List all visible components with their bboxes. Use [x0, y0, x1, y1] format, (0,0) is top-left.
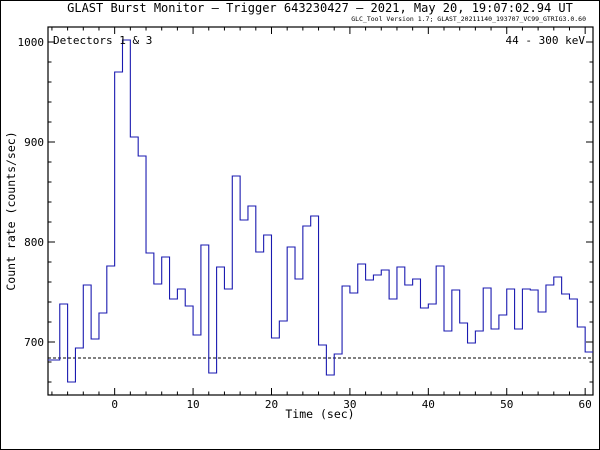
lightcurve-series	[48, 39, 593, 383]
x-tick-label: 0	[111, 398, 118, 411]
x-tick-label: 30	[343, 398, 356, 411]
x-tick-label: 20	[265, 398, 278, 411]
x-tick-label: 40	[422, 398, 435, 411]
y-axis: 700 800 900 1000	[18, 36, 593, 383]
x-axis-label: Time (sec)	[285, 407, 354, 421]
x-tick-label: 50	[500, 398, 513, 411]
x-axis: 0 10 20 30 40 50 60	[51, 27, 592, 411]
detectors-label: Detectors 1 & 3	[53, 34, 152, 47]
y-tick-label: 900	[24, 136, 44, 149]
y-axis-label: Count rate (counts/sec)	[4, 131, 18, 290]
energy-label: 44 - 300 keV	[506, 34, 586, 47]
y-tick-label: 1000	[18, 36, 45, 49]
plot-frame	[47, 26, 594, 396]
y-tick-label: 700	[24, 336, 44, 349]
x-tick-label: 10	[186, 398, 199, 411]
chart-subtitle: GLC_Tool Version 1.7; GLAST_20211140_193…	[351, 15, 586, 23]
chart-title: GLAST Burst Monitor – Trigger 643230427 …	[67, 1, 573, 15]
plot-area: 0 10 20 30 40 50 60 700 800 900 1000	[18, 26, 594, 411]
y-tick-label: 800	[24, 236, 44, 249]
x-tick-label: 60	[579, 398, 592, 411]
